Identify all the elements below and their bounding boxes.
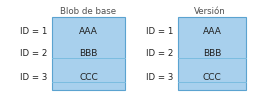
Text: ID = 1: ID = 1 (20, 26, 47, 36)
Text: BBB: BBB (203, 48, 221, 58)
Text: CCC: CCC (203, 72, 221, 82)
Text: CCC: CCC (79, 72, 98, 82)
Text: ID = 2: ID = 2 (20, 48, 47, 58)
Text: ID = 3: ID = 3 (20, 72, 47, 82)
Text: AAA: AAA (79, 26, 98, 36)
Text: AAA: AAA (203, 26, 221, 36)
Bar (52, 17, 125, 90)
Bar (178, 17, 246, 90)
Text: BBB: BBB (79, 48, 98, 58)
Text: ID = 2: ID = 2 (146, 48, 173, 58)
Text: Versión: Versión (194, 7, 226, 16)
Text: ID = 1: ID = 1 (146, 26, 173, 36)
Text: ID = 3: ID = 3 (146, 72, 173, 82)
Text: Blob de base: Blob de base (60, 7, 116, 16)
